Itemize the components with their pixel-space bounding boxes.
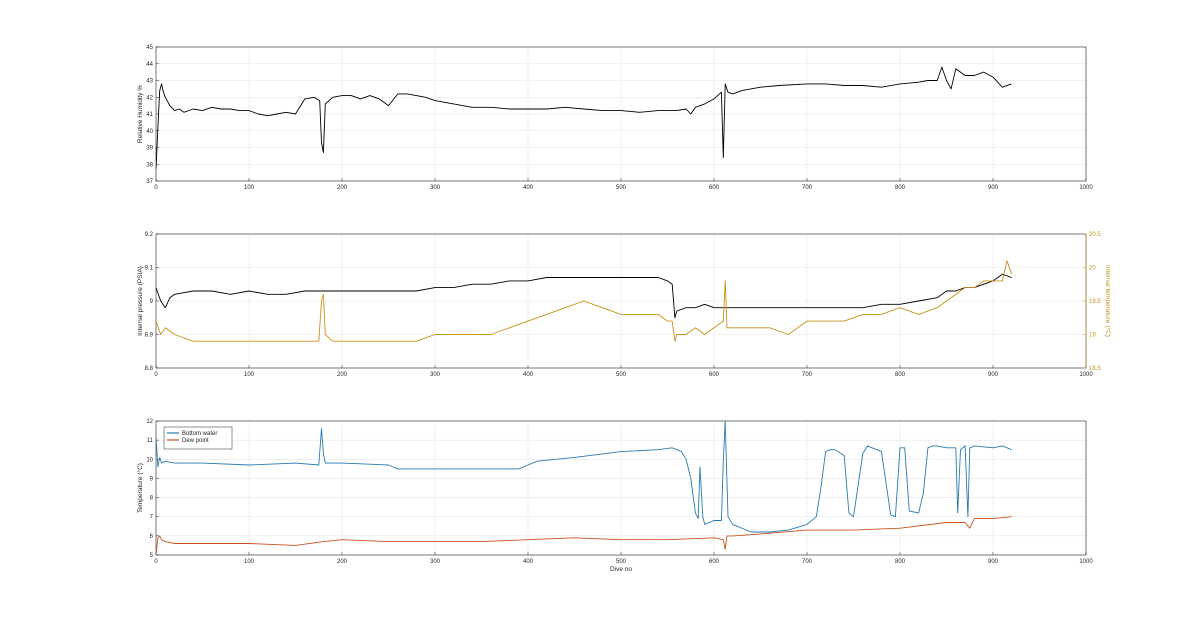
- y-tick-label: 9.1: [145, 266, 154, 272]
- x-tick-label: 300: [430, 372, 441, 378]
- x-tick-label: 0: [154, 185, 158, 191]
- x-tick-label: 900: [988, 185, 999, 191]
- x-tick-label: 700: [802, 185, 813, 191]
- y-right-tick-label: 19.5: [1089, 299, 1101, 305]
- y-tick-label: 9: [150, 299, 154, 305]
- x-tick-label: 900: [988, 559, 999, 565]
- x-tick-label: 1000: [1079, 559, 1093, 565]
- y-tick-label: 40: [146, 129, 153, 135]
- y-tick-label: 7: [150, 515, 154, 521]
- y-tick-label: 37: [146, 179, 153, 185]
- x-tick-label: 700: [802, 559, 813, 565]
- y-tick-label: 39: [146, 146, 153, 152]
- y-axis-label: Temperature (°C): [136, 463, 144, 513]
- series-line-1: [156, 273, 1012, 319]
- x-tick-label: 300: [430, 185, 441, 191]
- y-tick-label: 41: [146, 112, 153, 118]
- x-tick-label: 400: [523, 559, 534, 565]
- x-tick-label: 0: [154, 372, 158, 378]
- x-tick-label: 1000: [1079, 185, 1093, 191]
- y-tick-label: 43: [146, 79, 153, 85]
- y-axis-label: Relative Humidity %: [137, 85, 144, 143]
- x-tick-label: 300: [430, 559, 441, 565]
- y-tick-label: 44: [146, 62, 153, 68]
- x-tick-label: 700: [802, 372, 813, 378]
- x-axis-label: Dive no: [610, 566, 632, 573]
- y-tick-label: 9.2: [145, 232, 154, 238]
- y-right-tick-label: 20.5: [1089, 232, 1101, 238]
- x-tick-label: 800: [895, 372, 906, 378]
- legend-entry: Bottom water: [182, 431, 217, 437]
- x-tick-label: 800: [895, 185, 906, 191]
- series-line-1: [156, 66, 1012, 170]
- x-tick-label: 0: [154, 559, 158, 565]
- x-tick-label: 100: [244, 559, 255, 565]
- x-tick-label: 400: [523, 185, 534, 191]
- series-line-1: [156, 421, 1012, 533]
- y-tick-label: 10: [146, 457, 153, 463]
- x-tick-label: 900: [988, 372, 999, 378]
- y-tick-label: 42: [146, 95, 153, 101]
- x-tick-label: 500: [616, 372, 627, 378]
- series-line-2: [156, 516, 1012, 555]
- x-tick-label: 200: [337, 185, 348, 191]
- y-tick-label: 8.9: [145, 333, 154, 339]
- y-tick-label: 8.8: [145, 366, 154, 372]
- y-tick-label: 45: [146, 45, 153, 51]
- y-tick-label: 6: [150, 534, 154, 540]
- chart-1: 0 100 200 300 400 500 600 700 800 900 1000 37 38 39 40…: [137, 45, 1093, 191]
- x-tick-label: 600: [709, 372, 720, 378]
- x-tick-label: 600: [709, 559, 720, 565]
- x-tick-label: 400: [523, 372, 534, 378]
- x-tick-label: 1000: [1079, 372, 1093, 378]
- legend-box: [163, 426, 233, 450]
- y-tick-label: 12: [146, 419, 153, 425]
- chart-3: 0 100 200 300 400 500 600 700 800 900 1000 5 6 7 8 9 10 1…: [136, 419, 1093, 573]
- series-line-2: [156, 260, 1013, 342]
- y-right-tick-label: 19: [1089, 333, 1096, 339]
- x-tick-label: 800: [895, 559, 906, 565]
- y-right-tick-label: 18.5: [1089, 366, 1101, 372]
- y-tick-label: 8: [150, 496, 154, 502]
- y-tick-label: 38: [146, 162, 153, 168]
- x-tick-label: 200: [337, 372, 348, 378]
- x-tick-label: 500: [616, 559, 627, 565]
- x-tick-label: 500: [616, 185, 627, 191]
- y-axis-label: Internal pressure (PSIA): [137, 266, 144, 336]
- y-axis-label-right: Internal temperature (°C): [1104, 265, 1112, 337]
- y-tick-label: 11: [147, 438, 154, 444]
- x-tick-label: 100: [244, 185, 255, 191]
- legend-entry: Dew point: [182, 438, 209, 444]
- y-tick-label: 9: [150, 476, 154, 482]
- y-tick-label: 5: [150, 553, 154, 559]
- y-right-tick-label: 20: [1089, 266, 1096, 272]
- x-tick-label: 600: [709, 185, 720, 191]
- chart-2: 0 100 200 300 400 500 600 700 800 900 1000 8.8 8.9 9 9…: [137, 232, 1112, 378]
- x-tick-label: 200: [337, 559, 348, 565]
- x-tick-label: 100: [244, 372, 255, 378]
